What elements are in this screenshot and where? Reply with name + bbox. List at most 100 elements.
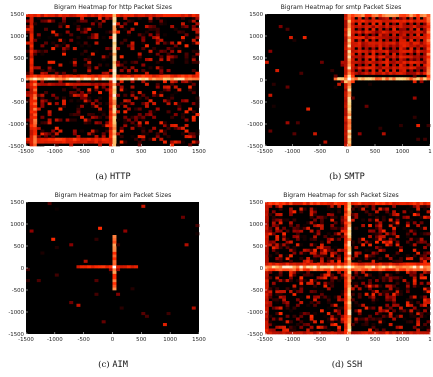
heatmap-cell [423,251,427,255]
heatmap-cell [130,126,135,130]
heatmap-cell [271,317,276,321]
heatmap-cell [285,287,290,291]
heatmap-cell [375,60,379,64]
heatmap-cell [354,331,359,335]
heatmap-cell [409,309,414,313]
heatmap-cell [289,262,293,266]
heatmap-cell [265,290,269,294]
heatmap-cell [409,320,414,324]
heatmap-cell [275,224,280,228]
heatmap-cell [347,323,352,327]
heatmap-cell [177,14,182,18]
heatmap-cell [330,215,335,219]
heatmap-cell [385,60,390,64]
heatmap-cell [368,218,372,222]
heatmap-cell [423,226,427,230]
heatmap-cell [33,74,38,78]
heatmap-cell [323,246,328,250]
heatmap-cell [29,22,34,26]
heatmap-cell [155,38,160,42]
heatmap-cell [344,229,348,233]
heatmap-cell [426,298,431,302]
heatmap-cell [33,118,38,122]
heatmap-cell [419,77,424,81]
heatmap-cell [123,16,128,20]
heatmap-cell [191,25,196,29]
heatmap-cell [344,259,348,263]
heatmap-cell [412,115,417,119]
heatmap-cell [395,290,400,294]
heatmap-cell [268,240,273,244]
heatmap-cell [271,210,276,214]
heatmap-cell [130,115,135,119]
heatmap-cell [378,312,383,316]
heatmap-cell [426,58,431,62]
heatmap-cell [350,22,355,26]
heatmap-cell [112,27,117,31]
heatmap-cell [412,314,417,318]
heatmap-cell [299,257,304,261]
x-tick-label: 1000 [396,149,410,155]
heatmap-cell [282,202,286,206]
heatmap-cell [282,290,286,294]
heatmap-cell [292,292,297,296]
heatmap-cell [378,27,383,31]
heatmap-cell [368,265,372,269]
heatmap-cell [44,80,48,84]
heatmap-cell [354,25,359,29]
heatmap-cell [375,317,379,321]
heatmap-cell [278,213,283,217]
heatmap-cell [33,77,38,81]
heatmap-cell [412,80,417,84]
heatmap-cell [416,237,421,241]
heatmap-cell [119,102,124,106]
heatmap-cell [285,270,290,274]
heatmap-cell [357,66,362,70]
heatmap-cell [130,265,135,269]
heatmap-cell [388,55,393,59]
heatmap-cell [381,202,386,206]
heatmap-cell [126,69,131,73]
heatmap-cell [347,328,352,332]
heatmap-cell [402,52,407,56]
heatmap-cell [347,320,352,324]
heatmap-cell [278,270,283,274]
heatmap-cell [123,66,128,70]
heatmap-cell [265,259,269,263]
heatmap-cell [388,287,393,291]
heatmap-cell [316,325,321,329]
heatmap-cell [87,55,92,59]
heatmap-cell [337,268,341,272]
heatmap-cell [385,41,390,45]
heatmap-cell [350,63,355,67]
heatmap-cell [371,262,376,266]
heatmap-cell [40,14,45,18]
heatmap-cell [381,309,386,313]
heatmap-cell [340,221,345,225]
heatmap-cell [265,298,269,302]
heatmap-cell [268,226,273,230]
heatmap-cell [423,270,427,274]
heatmap-cell [347,69,352,73]
heatmap-cell [388,331,393,335]
heatmap-cell [137,107,142,111]
heatmap-cell [112,74,117,78]
heatmap-cell [395,71,400,75]
heatmap-cell [130,93,135,97]
heatmap-cell [357,47,362,51]
heatmap-cell [344,113,348,117]
heatmap-cell [180,25,185,29]
heatmap-cell [340,320,345,324]
heatmap-cell [116,268,121,272]
heatmap-cell [402,22,407,26]
heatmap-cell [364,284,369,288]
heatmap-cell [423,259,427,263]
heatmap-cell [313,207,317,211]
heatmap-cell [340,248,345,252]
heatmap-cell [271,240,276,244]
heatmap-cell [29,14,34,18]
x-tick-label: 1 [428,337,431,343]
heatmap-cell [419,273,424,277]
heatmap-cell [108,85,113,89]
heatmap-cell [344,63,348,67]
